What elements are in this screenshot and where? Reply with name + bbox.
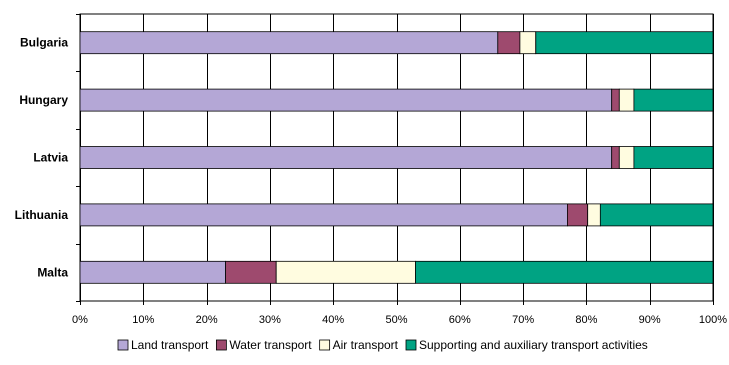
category-label: Latvia (33, 151, 68, 165)
bar-segment-bulgaria-2 (519, 31, 537, 55)
x-tick-label: 80% (575, 314, 597, 326)
bar-segment-latvia-2 (618, 146, 635, 169)
x-tick-label: 0% (72, 314, 88, 326)
bar-segment-malta-2 (275, 260, 416, 284)
bar-segment-malta-1 (225, 260, 277, 284)
legend: Land transport Water transport Air transpo… (117, 338, 648, 352)
legend-swatch (117, 339, 129, 351)
bar-segment-lithuania-2 (587, 203, 601, 227)
category-label: Malta (37, 265, 68, 279)
legend-swatch (319, 339, 331, 351)
bar-segment-bulgaria-3 (535, 31, 714, 55)
bar-segment-lithuania-0 (79, 203, 568, 227)
x-tick-label: 60% (449, 314, 471, 326)
legend-label: Air transport (333, 338, 399, 352)
x-tick-label: 30% (259, 314, 281, 326)
bar-segment-hungary-2 (618, 88, 635, 112)
bars (79, 31, 714, 284)
bar-segment-malta-0 (79, 260, 227, 284)
category-labels: Bulgaria Hungary Latvia Lithuania Malta (15, 36, 69, 280)
bar-segment-malta-3 (415, 260, 714, 284)
bar-segment-hungary-3 (633, 88, 714, 112)
bar-segment-latvia-1 (611, 146, 620, 169)
x-tick-label: 40% (322, 314, 344, 326)
category-label: Lithuania (15, 208, 69, 222)
legend-label: Water transport (229, 338, 312, 352)
bar-segment-bulgaria-1 (497, 31, 521, 55)
legend-swatch (405, 339, 417, 351)
bar-segment-latvia-3 (633, 146, 714, 169)
bar-segment-lithuania-1 (567, 203, 589, 227)
bar-segment-latvia-0 (79, 146, 613, 169)
legend-label: Supporting and auxiliary transport activ… (419, 338, 648, 352)
legend-label: Land transport (131, 338, 209, 352)
category-label: Hungary (19, 93, 68, 107)
x-tick-label: 20% (196, 314, 218, 326)
bar-segment-bulgaria-0 (79, 31, 499, 55)
x-tick-label: 70% (512, 314, 534, 326)
x-tick-label: 10% (132, 314, 154, 326)
bar-segment-hungary-0 (79, 88, 613, 112)
category-label: Bulgaria (20, 36, 68, 50)
legend-swatch (215, 339, 227, 351)
x-tick-label: 50% (385, 314, 407, 326)
bar-segment-lithuania-3 (599, 203, 714, 227)
x-tick-labels: 0% 10% 20% 30% 40% 50% 60% 70% 80% 90% 100% (72, 314, 727, 326)
x-tick-label: 90% (639, 314, 661, 326)
bar-segment-hungary-1 (611, 88, 620, 112)
x-tick-label: 100% (699, 314, 727, 326)
